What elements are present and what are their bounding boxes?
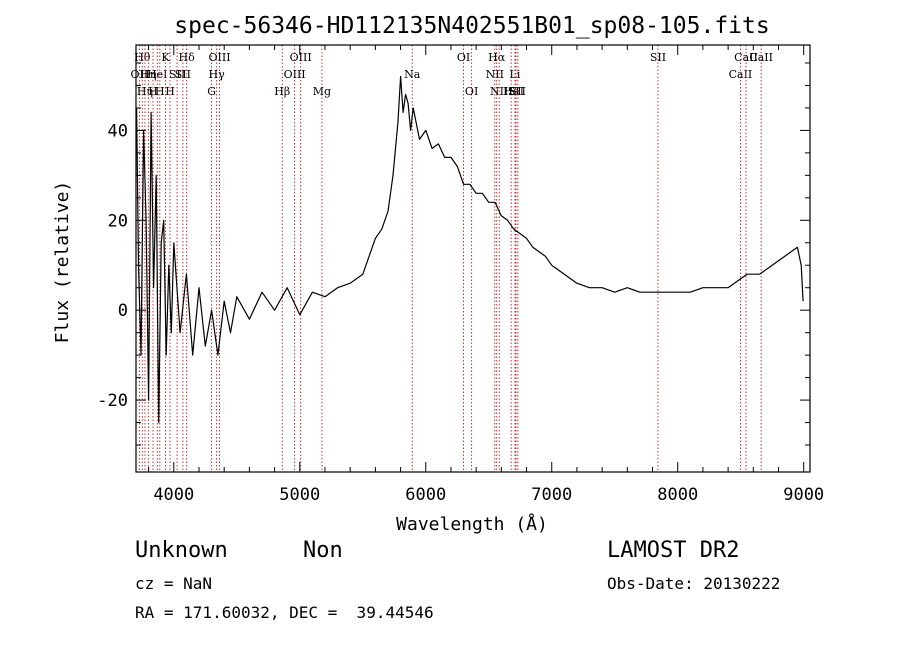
- marker-label-10: SII: [175, 68, 191, 81]
- subclass-label: Non: [303, 538, 343, 563]
- marker-label-14: OIII: [208, 51, 230, 64]
- marker-label-15: Hβ: [274, 85, 290, 98]
- marker-label-8: H: [165, 85, 175, 98]
- y-tick-label-0: -20: [97, 391, 128, 411]
- marker-label-9: SII: [169, 68, 185, 81]
- marker-label-32: CaII: [749, 51, 773, 64]
- marker-label-5: HeI: [147, 68, 167, 81]
- marker-label-19: Na: [404, 68, 421, 81]
- marker-label-12: G: [207, 85, 216, 98]
- spectrum-series-0: [136, 75, 804, 424]
- x-tick-label-4: 8000: [657, 485, 698, 505]
- marker-label-29: SII: [650, 51, 666, 64]
- marker-label-18: Mg: [313, 85, 331, 98]
- marker-label-3: Hη: [140, 68, 156, 81]
- marker-label-4: H: [148, 85, 158, 98]
- marker-label-30: CaII: [729, 68, 753, 81]
- marker-label-28: SII: [510, 85, 526, 98]
- class-label: Unknown: [135, 538, 228, 563]
- marker-label-1: Hθ: [134, 51, 151, 64]
- marker-label-0: OII: [131, 68, 149, 81]
- obs-date-label: Obs-Date: 20130222: [607, 574, 781, 593]
- marker-label-27: SII: [508, 85, 524, 98]
- marker-label-6: H: [155, 85, 165, 98]
- marker-label-2: Hη: [137, 85, 153, 98]
- marker-label-22: NII: [486, 68, 504, 81]
- marker-label-21: OI: [465, 85, 478, 98]
- plot-series: [136, 75, 804, 424]
- plot-frame: [135, 44, 811, 473]
- marker-label-20: OI: [457, 51, 470, 64]
- marker-label-16: OIII: [284, 68, 306, 81]
- marker-label-23: Hα: [488, 51, 506, 64]
- marker-label-24: NII: [490, 85, 508, 98]
- x-axis-label: Wavelength (Å): [396, 513, 548, 535]
- marker-label-26: Li: [510, 68, 521, 81]
- y-tick-label-1: 0: [118, 301, 128, 321]
- survey-label: LAMOST DR2: [607, 538, 740, 563]
- marker-label-11: Hδ: [179, 51, 196, 64]
- x-tick-label-3: 7000: [531, 485, 572, 505]
- x-tick-label-1: 5000: [279, 485, 320, 505]
- marker-label-31: CaII: [734, 51, 758, 64]
- x-tick-label-2: 6000: [405, 485, 446, 505]
- y-axis-label: Flux (relative): [52, 181, 73, 344]
- chart-title: spec-56346-HD112135N402551B01_sp08-105.f…: [174, 13, 769, 39]
- coords-label: RA = 171.60032, DEC = 39.44546: [135, 603, 434, 622]
- cz-label: cz = NaN: [135, 574, 213, 593]
- marker-label-17: OIII: [290, 51, 312, 64]
- x-tick-label-0: 4000: [153, 485, 194, 505]
- marker-label-13: Hγ: [209, 68, 226, 81]
- y-tick-label-2: 20: [108, 211, 128, 231]
- line-markers: OIIHθHηHηHHeIHKHSIISIIHδGHγOIIIHβOIIIOII…: [131, 45, 773, 472]
- x-tick-label-5: 9000: [783, 485, 824, 505]
- y-tick-label-3: 40: [108, 121, 128, 141]
- axes: 4000 5000 6000 7000 8000 9000 -20 0 20 40: [97, 44, 824, 505]
- marker-label-7: K: [161, 51, 170, 64]
